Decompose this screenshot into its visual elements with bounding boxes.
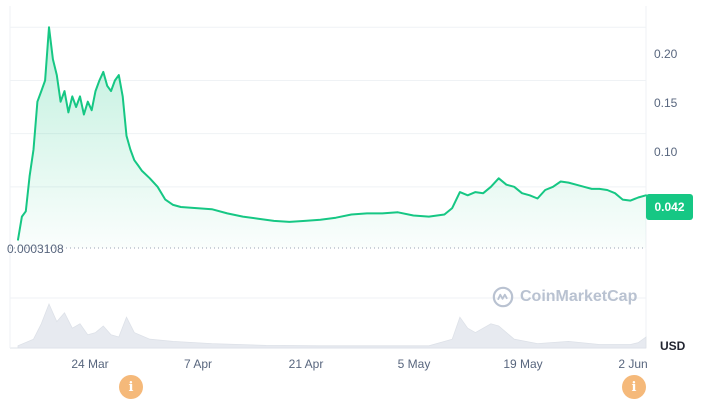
- x-tick-label: 5 May: [397, 357, 431, 371]
- x-tick-label: 7 Apr: [183, 357, 213, 371]
- price-series-line: [17, 26, 647, 241]
- baseline-price-label: 0.0003108: [7, 242, 64, 256]
- x-tick-label: 19 May: [503, 357, 543, 371]
- price-area-fill: [18, 27, 646, 248]
- price-line[interactable]: [17, 26, 647, 241]
- event-info-glyph: i: [128, 379, 134, 395]
- watermark-text: CoinMarketCap: [520, 288, 638, 305]
- event-info-glyph: i: [631, 379, 637, 395]
- event-info-icon[interactable]: i: [119, 375, 143, 399]
- x-tick-label: 21 Apr: [288, 357, 324, 371]
- y-tick-label: 0.20: [654, 47, 678, 61]
- x-tick-label: 24 Mar: [71, 357, 109, 371]
- volume-series: [17, 302, 647, 349]
- price-area: [18, 27, 646, 248]
- event-info-icon[interactable]: i: [622, 375, 646, 399]
- y-tick-label: 0.15: [654, 96, 678, 110]
- coinmarketcap-watermark: CoinMarketCap: [492, 286, 637, 308]
- y-tick-label: 0.10: [654, 145, 678, 159]
- currency-label: USD: [660, 339, 686, 353]
- coinmarketcap-logo-icon: [492, 286, 514, 308]
- x-tick-label: 2 Jun: [618, 357, 648, 371]
- current-price-badge: 0.042: [646, 194, 693, 220]
- volume-area: [17, 302, 647, 349]
